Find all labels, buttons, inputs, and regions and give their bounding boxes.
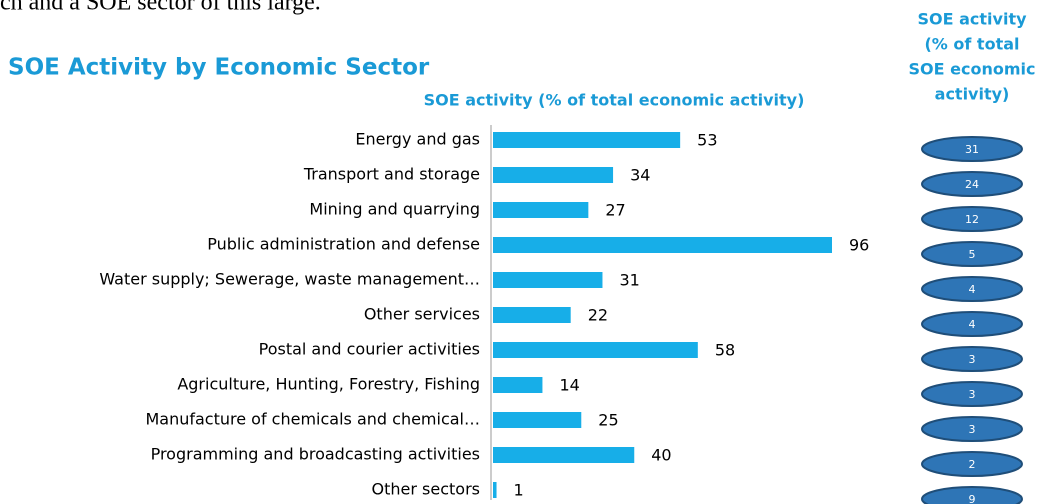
share-column-title: SOE activity (917, 10, 1027, 29)
value-label: 22 (588, 306, 608, 325)
category-label: Other sectors (372, 480, 480, 499)
bar (493, 237, 832, 253)
share-label: 31 (965, 143, 979, 156)
category-label: Postal and courier activities (259, 340, 480, 359)
share-badge (921, 241, 1023, 267)
value-label: 27 (605, 201, 625, 220)
share-label: 5 (969, 248, 976, 261)
share-column-title: (% of total (924, 35, 1019, 54)
value-label: 40 (651, 446, 671, 465)
share-label: 3 (969, 353, 976, 366)
share-column-title: SOE economic (909, 60, 1036, 79)
bar (493, 132, 681, 148)
category-label: Transport and storage (303, 165, 480, 184)
share-label: 2 (969, 458, 976, 471)
share-badge (921, 311, 1023, 337)
value-label: 31 (619, 271, 639, 290)
bar (493, 272, 603, 288)
bar (493, 377, 543, 393)
category-label: Other services (364, 305, 480, 324)
value-label: 96 (849, 236, 869, 255)
value-label: 58 (715, 341, 735, 360)
category-label: Manufacture of chemicals and chemical… (145, 410, 480, 429)
share-label: 3 (969, 388, 976, 401)
bar (493, 447, 635, 463)
chart-title: SOE Activity by Economic Sector (8, 55, 430, 81)
share-label: 4 (969, 283, 976, 296)
value-label: 1 (514, 481, 524, 500)
share-column-title: activity) (935, 85, 1010, 104)
value-label: 25 (598, 411, 618, 430)
top-text: ch and a SOE sector of this large. (0, 0, 321, 16)
share-label: 3 (969, 423, 976, 436)
share-badge (921, 206, 1023, 232)
share-badge (921, 276, 1023, 302)
share-label: 4 (969, 318, 976, 331)
x-axis-label: SOE activity (% of total economic activi… (424, 91, 805, 110)
bar (493, 202, 589, 218)
category-label: Energy and gas (355, 130, 480, 149)
category-label: Agriculture, Hunting, Forestry, Fishing (177, 375, 480, 394)
bar (493, 167, 614, 183)
category-label: Public administration and defense (207, 235, 480, 254)
share-badge (921, 136, 1023, 162)
share-label: 9 (969, 493, 976, 504)
share-badge (921, 346, 1023, 372)
share-badge (921, 451, 1023, 477)
value-label: 53 (697, 131, 717, 150)
category-label: Water supply; Sewerage, waste management… (99, 270, 480, 289)
bar (493, 307, 571, 323)
value-label: 14 (559, 376, 579, 395)
share-badge (921, 416, 1023, 442)
bar (493, 482, 497, 498)
share-label: 12 (965, 213, 979, 226)
category-label: Programming and broadcasting activities (151, 445, 480, 464)
bar (493, 412, 582, 428)
value-label: 34 (630, 166, 650, 185)
share-badge (921, 171, 1023, 197)
share-badge (921, 381, 1023, 407)
share-badge (921, 486, 1023, 504)
share-label: 24 (965, 178, 979, 191)
category-label: Mining and quarrying (309, 200, 480, 219)
bar (493, 342, 698, 358)
